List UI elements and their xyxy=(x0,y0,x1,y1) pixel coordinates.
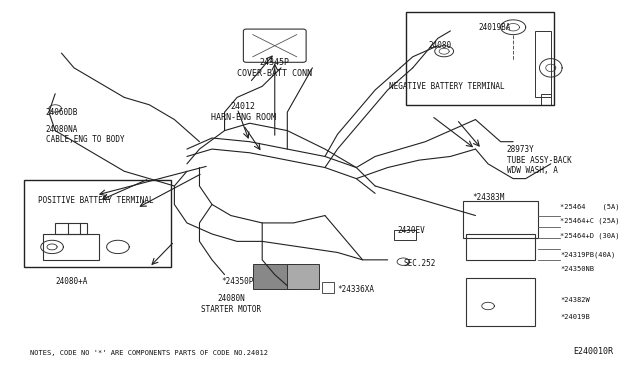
Text: 24080+A: 24080+A xyxy=(55,278,88,286)
Text: *24383M: *24383M xyxy=(472,193,505,202)
Text: 24345P
COVER-BATT CONN: 24345P COVER-BATT CONN xyxy=(237,58,312,77)
Text: NEGATIVE BATTERY TERMINAL: NEGATIVE BATTERY TERMINAL xyxy=(390,82,505,91)
Bar xyxy=(394,230,416,240)
Text: 24019BA: 24019BA xyxy=(479,23,511,32)
Text: 24080N
STARTER MOTOR: 24080N STARTER MOTOR xyxy=(201,295,261,314)
Text: *24350P: *24350P xyxy=(221,278,253,286)
Text: 28973Y
TUBE ASSY-BACK
WDW WASH, A: 28973Y TUBE ASSY-BACK WDW WASH, A xyxy=(507,145,572,175)
Text: 2430EV: 2430EV xyxy=(397,226,425,235)
Bar xyxy=(406,13,554,105)
Bar xyxy=(463,201,538,238)
Text: 24060DB: 24060DB xyxy=(46,108,78,117)
Text: E240010R: E240010R xyxy=(573,347,614,356)
Bar xyxy=(466,234,535,260)
Text: *24382W: *24382W xyxy=(560,298,590,304)
Text: *25464+C (25A): *25464+C (25A) xyxy=(560,218,620,224)
Bar xyxy=(535,31,551,97)
Text: 24080NA
CABLE,ENG TO BODY: 24080NA CABLE,ENG TO BODY xyxy=(46,125,124,144)
Text: SEC.252: SEC.252 xyxy=(403,259,436,268)
Bar xyxy=(24,180,172,267)
Text: *24336XA: *24336XA xyxy=(337,285,374,294)
Bar xyxy=(253,263,294,289)
Bar xyxy=(287,263,319,289)
Text: *24019B: *24019B xyxy=(560,314,590,320)
Bar xyxy=(322,282,334,293)
Bar xyxy=(541,94,551,105)
Text: 24080: 24080 xyxy=(428,41,452,50)
Text: *24319PB(40A): *24319PB(40A) xyxy=(560,251,616,257)
Text: *24350NB: *24350NB xyxy=(560,266,594,272)
Bar xyxy=(43,234,99,260)
Bar xyxy=(466,278,535,326)
Text: 24012
HARN-ENG ROOM: 24012 HARN-ENG ROOM xyxy=(211,102,276,122)
Text: POSITIVE BATTERY TERMINAL: POSITIVE BATTERY TERMINAL xyxy=(38,196,154,205)
Text: NOTES, CODE NO '*' ARE COMPONENTS PARTS OF CODE NO.24012: NOTES, CODE NO '*' ARE COMPONENTS PARTS … xyxy=(30,350,268,356)
Text: *25464    (5A): *25464 (5A) xyxy=(560,203,620,209)
Text: *25464+D (30A): *25464+D (30A) xyxy=(560,232,620,239)
Bar xyxy=(55,223,86,234)
